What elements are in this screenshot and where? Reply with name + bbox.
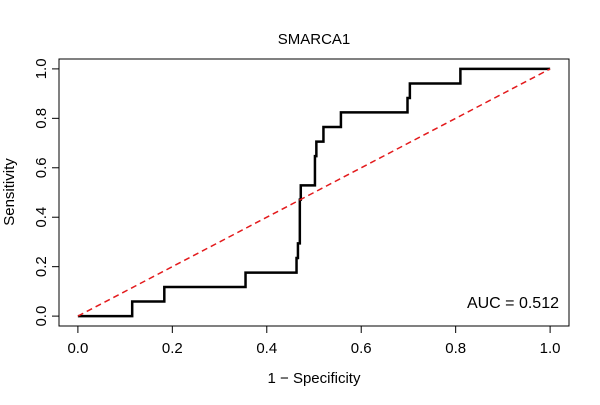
- x-tick-label: 0.6: [351, 340, 372, 357]
- y-axis-label: Sensitivity: [1, 158, 18, 226]
- x-tick-label: 0.4: [256, 340, 277, 357]
- series-layer: [77, 67, 551, 318]
- chart-title: SMARCA1: [278, 31, 351, 48]
- auc-annotation: AUC = 0.512: [467, 295, 559, 312]
- y-tick-label: 0.2: [33, 256, 50, 277]
- x-axis-label: 1 − Specificity: [268, 370, 361, 387]
- y-tick-label: 0.0: [33, 306, 50, 327]
- roc-curve-line: [77, 67, 551, 318]
- x-tick-label: 0.8: [445, 340, 466, 357]
- x-tick-label: 0.2: [162, 340, 183, 357]
- y-tick-label: 0.6: [33, 157, 50, 178]
- y-tick-label: 0.8: [33, 108, 50, 129]
- y-axis: 0.0 0.2 0.4 0.6 0.8 1.0: [33, 58, 60, 327]
- x-axis: 0.0 0.2 0.4 0.6 0.8 1.0: [67, 325, 561, 357]
- x-tick-label: 0.0: [67, 340, 88, 357]
- y-tick-label: 0.4: [33, 207, 50, 228]
- x-tick-label: 1.0: [540, 340, 561, 357]
- reference-diagonal-line: [77, 68, 551, 317]
- y-tick-label: 1.0: [33, 58, 50, 79]
